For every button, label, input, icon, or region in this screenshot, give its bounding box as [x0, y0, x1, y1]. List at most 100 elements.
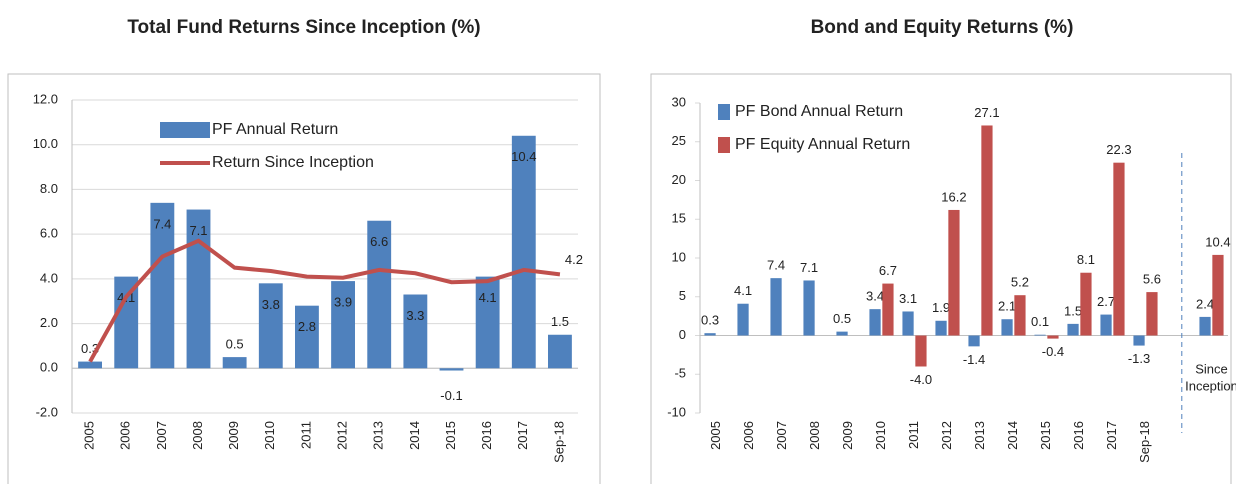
bar: [1080, 272, 1092, 336]
bar: [367, 220, 392, 369]
bar: [968, 335, 980, 347]
x-tick-label: 2011: [298, 421, 313, 449]
data-label: 2.7: [1097, 294, 1115, 309]
bar: [1133, 335, 1145, 346]
bar: [1067, 323, 1079, 336]
y-tick-label: 25: [672, 133, 686, 148]
y-tick-label: 12.0: [33, 91, 58, 106]
legend-swatch: [718, 104, 730, 120]
bar: [186, 209, 211, 369]
y-tick-label: 5: [679, 288, 686, 303]
y-tick-label: 4.0: [40, 270, 58, 285]
bar: [915, 335, 927, 367]
x-tick-label: 2006: [118, 421, 133, 450]
bar: [331, 281, 355, 369]
bar: [882, 283, 894, 336]
data-label: -1.3: [1128, 351, 1150, 366]
data-label: 1.9: [932, 300, 950, 315]
data-label: 1.5: [551, 314, 569, 329]
x-tick-label: Since Inception: [1185, 362, 1236, 394]
data-label: 4.1: [479, 290, 497, 305]
data-label: 3.9: [334, 295, 352, 310]
bar: [1034, 334, 1046, 336]
data-label: -0.4: [1042, 344, 1064, 359]
data-label: 22.3: [1106, 142, 1131, 157]
y-tick-label: 2.0: [40, 315, 58, 330]
data-label: 10.4: [511, 149, 536, 164]
bar: [1199, 316, 1211, 336]
bar: [114, 276, 139, 369]
data-label: 7.4: [153, 216, 171, 231]
bar: [737, 303, 749, 336]
data-label: 4.2: [565, 252, 583, 267]
legend-label: PF Bond Annual Return: [735, 103, 903, 120]
data-label: 0.5: [833, 311, 851, 326]
data-label: 4.1: [734, 283, 752, 298]
line: [88, 238, 561, 363]
x-tick-label: Sep-18: [551, 421, 566, 463]
bar: [548, 334, 572, 369]
x-tick-label: 2009: [840, 421, 855, 450]
bar: [258, 283, 283, 369]
data-label: -4.0: [910, 372, 932, 387]
data-label: 0.5: [226, 337, 244, 352]
x-tick-label: 2016: [1071, 421, 1086, 450]
y-tick-label: -10: [667, 404, 686, 419]
y-tick-label: 8.0: [40, 181, 58, 196]
data-label: 7.1: [189, 223, 207, 238]
data-label: -1.4: [963, 352, 985, 367]
x-tick-label: 2005: [708, 421, 723, 450]
bar: [222, 357, 247, 369]
data-label: 2.1: [998, 299, 1016, 314]
data-label: 6.6: [370, 234, 388, 249]
bar: [439, 368, 464, 371]
y-tick-label: 10.0: [33, 136, 58, 151]
y-tick-label: 6.0: [40, 226, 58, 241]
data-label: 8.1: [1077, 252, 1095, 267]
legend-label: PF Equity Annual Return: [735, 136, 910, 153]
x-tick-label: Sep-18: [1137, 421, 1152, 463]
x-tick-label: 2014: [1005, 421, 1020, 450]
chart-frame: [7, 73, 601, 484]
data-label: 5.2: [1011, 275, 1029, 290]
bar: [295, 305, 319, 369]
bar: [803, 280, 815, 336]
data-label: 2.8: [298, 319, 316, 334]
bar: [1212, 254, 1224, 336]
bar: [1001, 319, 1013, 336]
bar: [1113, 162, 1125, 336]
x-tick-label: 2017: [515, 421, 530, 450]
bar: [836, 331, 848, 336]
y-tick-label: -2.0: [36, 404, 58, 419]
x-tick-label: 2010: [873, 421, 888, 450]
legend-swatch: [718, 137, 730, 153]
bar: [475, 276, 500, 369]
x-tick-label: 2012: [335, 421, 350, 450]
bar: [403, 294, 428, 369]
data-label: 5.6: [1143, 272, 1161, 287]
bar: [1146, 292, 1158, 336]
data-label: 7.4: [767, 258, 785, 273]
x-tick-label: 2017: [1104, 421, 1119, 450]
x-tick-label: 2013: [972, 421, 987, 450]
x-tick-label: 2009: [226, 421, 241, 450]
legend-label: Return Since Inception: [212, 154, 374, 171]
chart-title: Total Fund Returns Since Inception (%): [127, 17, 480, 38]
bar: [1047, 335, 1059, 339]
x-tick-label: 2007: [154, 421, 169, 450]
data-label: 7.1: [800, 260, 818, 275]
legend-label: PF Annual Return: [212, 121, 338, 138]
data-label: -0.1: [440, 388, 462, 403]
data-label: 3.3: [406, 308, 424, 323]
legend-swatch: [160, 122, 210, 138]
y-tick-label: 20: [672, 172, 686, 187]
bar: [78, 361, 102, 369]
y-tick-label: -5: [674, 366, 686, 381]
x-tick-label: 2012: [939, 421, 954, 450]
x-tick-label: 2005: [82, 421, 97, 450]
data-label: 6.7: [879, 263, 897, 278]
x-tick-label: 2014: [407, 421, 422, 450]
data-label: 3.4: [866, 289, 884, 304]
